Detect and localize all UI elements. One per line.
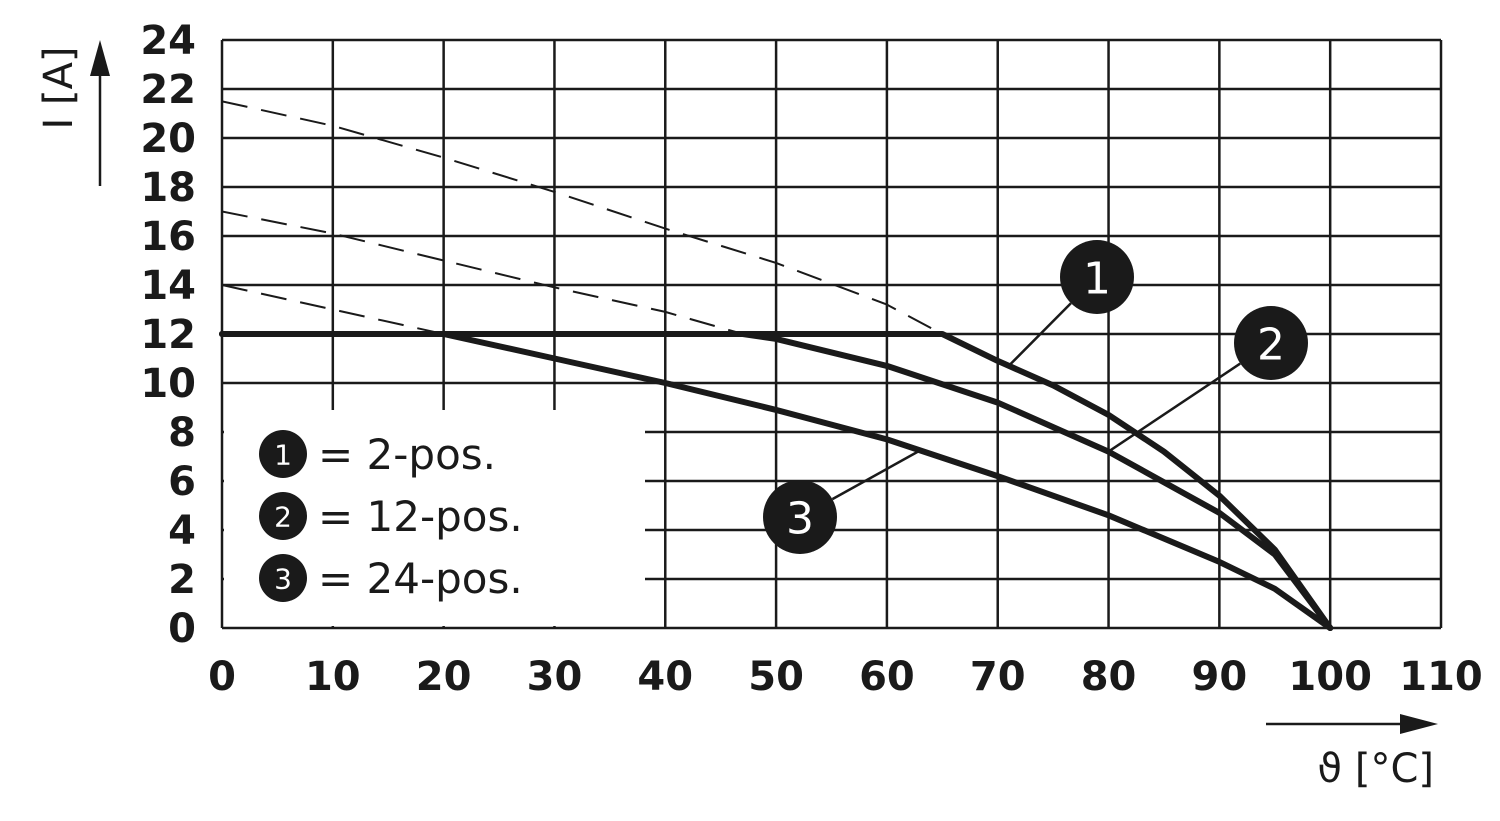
callout-1-label: 1 — [1083, 254, 1111, 305]
y-tick-label: 4 — [168, 508, 196, 554]
callout-1-leader — [1007, 302, 1072, 367]
callout-2-badge — [1234, 306, 1308, 380]
x-tick-label: 80 — [1081, 654, 1137, 700]
x-tick-labels: 0 10 20 30 40 50 60 70 80 90 100 110 — [208, 654, 1483, 700]
series-layer — [219, 100, 1334, 631]
y-tick-label: 10 — [140, 361, 196, 407]
y-tick-label: 18 — [140, 165, 196, 211]
series-1-line — [219, 331, 1334, 631]
x-axis-label: ϑ [°C] — [1317, 746, 1434, 792]
callout-3-leader — [831, 449, 921, 501]
x-tick-label: 100 — [1288, 654, 1372, 700]
y-tick-label: 6 — [168, 459, 196, 505]
legend-1-badge — [259, 430, 307, 478]
y-tick-label: 12 — [140, 312, 196, 358]
callout-1-badge — [1060, 240, 1134, 314]
x-tick-label: 60 — [859, 654, 915, 700]
legend-3-text: = 24-pos. — [318, 554, 523, 603]
x-tick-label: 40 — [637, 654, 693, 700]
series-3-line — [219, 331, 1334, 631]
y-axis-title-group: I [A] — [36, 40, 110, 186]
callout-3-label: 3 — [786, 494, 814, 545]
x-tick-label: 50 — [748, 654, 804, 700]
x-axis-title-group: ϑ [°C] — [1266, 714, 1438, 792]
series-2-line — [219, 331, 1334, 631]
y-axis-arrow-icon — [90, 40, 110, 76]
x-axis-arrow-icon — [1400, 714, 1438, 734]
y-tick-label: 24 — [140, 18, 196, 64]
y-tick-label: 8 — [168, 410, 196, 456]
y-tick-label: 14 — [140, 263, 196, 309]
x-tick-label: 20 — [416, 654, 472, 700]
callout-layer: 1 2 3 — [763, 240, 1308, 554]
grid — [220, 38, 1443, 630]
callout-2-label: 2 — [1257, 320, 1285, 371]
y-tick-label: 22 — [140, 67, 196, 113]
y-tick-label: 20 — [140, 116, 196, 162]
callout-3-badge — [763, 480, 837, 554]
series-2-extrapolated-line — [222, 210, 744, 335]
legend-2-text: = 12-pos. — [318, 492, 523, 541]
y-tick-label: 16 — [140, 214, 196, 260]
y-axis-label: I [A] — [36, 46, 82, 129]
callout-2-leader — [1107, 362, 1241, 453]
y-tick-label: 0 — [168, 606, 196, 652]
legend-1-text: = 2-pos. — [318, 430, 496, 479]
legend-3-badge — [259, 554, 307, 602]
legend-1-marker: 1 — [274, 439, 292, 472]
x-tick-label: 30 — [527, 654, 583, 700]
legend-2-badge — [259, 492, 307, 540]
x-tick-label: 90 — [1192, 654, 1248, 700]
x-tick-label: 110 — [1399, 654, 1483, 700]
y-tick-label: 2 — [168, 557, 196, 603]
x-tick-label: 0 — [208, 654, 236, 700]
x-tick-label: 10 — [305, 654, 361, 700]
legend-2-marker: 2 — [274, 501, 292, 534]
legend-3-marker: 3 — [274, 563, 292, 596]
series-1-extrapolated-line — [222, 100, 943, 335]
x-tick-label: 70 — [970, 654, 1026, 700]
legend: 1 = 2-pos. 2 = 12-pos. 3 = 24-pos. — [259, 430, 523, 603]
